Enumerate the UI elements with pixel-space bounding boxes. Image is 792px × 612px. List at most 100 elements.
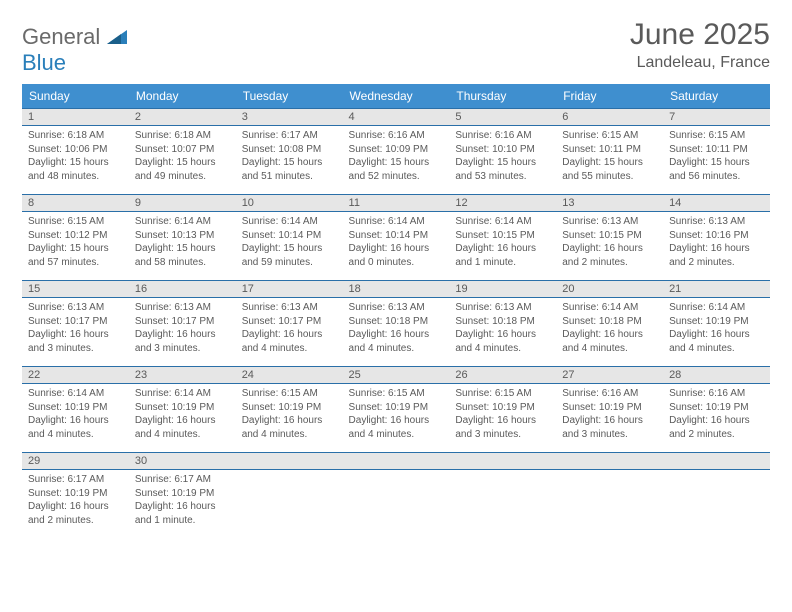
- daylight-label: Daylight:: [28, 329, 70, 340]
- sunset-label: Sunset:: [455, 144, 492, 155]
- sunset-label: Sunset:: [455, 316, 492, 327]
- sunrise-value: 6:15 AM: [67, 216, 104, 227]
- day-body: Sunrise: 6:13 AMSunset: 10:15 PMDaylight…: [556, 212, 663, 272]
- day-body: Sunrise: 6:17 AMSunset: 10:08 PMDaylight…: [236, 126, 343, 186]
- sunrise-value: 6:15 AM: [602, 130, 639, 141]
- daylight-label: Daylight:: [242, 329, 284, 340]
- day-number: 6: [562, 111, 568, 123]
- sunset-value: 10:19 PM: [492, 402, 535, 413]
- sunset-value: 10:17 PM: [65, 316, 108, 327]
- day-body: Sunrise: 6:14 AMSunset: 10:13 PMDaylight…: [129, 212, 236, 272]
- day-number-bar: 22: [22, 366, 129, 384]
- sunset-value: 10:07 PM: [172, 144, 215, 155]
- sunrise-label: Sunrise:: [669, 388, 708, 399]
- day-body: Sunrise: 6:15 AMSunset: 10:19 PMDaylight…: [343, 384, 450, 444]
- day-number-bar: 6: [556, 108, 663, 126]
- calendar-cell: 29Sunrise: 6:17 AMSunset: 10:19 PMDaylig…: [22, 452, 129, 538]
- calendar-cell: 20Sunrise: 6:14 AMSunset: 10:18 PMDaylig…: [556, 280, 663, 366]
- daylight-label: Daylight:: [135, 329, 177, 340]
- sunrise-label: Sunrise:: [28, 216, 67, 227]
- sunset-label: Sunset:: [562, 316, 599, 327]
- sunrise-value: 6:15 AM: [709, 130, 746, 141]
- day-number: 5: [455, 111, 461, 123]
- calendar-table: Sunday Monday Tuesday Wednesday Thursday…: [22, 84, 770, 538]
- sunset-label: Sunset:: [242, 230, 279, 241]
- sunrise-label: Sunrise:: [28, 388, 67, 399]
- day-body: Sunrise: 6:14 AMSunset: 10:14 PMDaylight…: [236, 212, 343, 272]
- sunrise-value: 6:16 AM: [495, 130, 532, 141]
- sunrise-label: Sunrise:: [28, 302, 67, 313]
- day-number: 7: [669, 111, 675, 123]
- sunset-value: 10:19 PM: [65, 402, 108, 413]
- sunset-value: 10:19 PM: [172, 402, 215, 413]
- sunset-label: Sunset:: [455, 230, 492, 241]
- sunset-value: 10:14 PM: [385, 230, 428, 241]
- sunrise-label: Sunrise:: [28, 130, 67, 141]
- daylight-label: Daylight:: [455, 157, 497, 168]
- daylight-label: Daylight:: [135, 157, 177, 168]
- day-body: [236, 470, 343, 526]
- weekday-monday: Monday: [129, 84, 236, 108]
- daylight-label: Daylight:: [562, 243, 604, 254]
- sunset-label: Sunset:: [135, 144, 172, 155]
- sunset-label: Sunset:: [349, 402, 386, 413]
- sunrise-label: Sunrise:: [242, 130, 281, 141]
- calendar-week-row: 22Sunrise: 6:14 AMSunset: 10:19 PMDaylig…: [22, 366, 770, 452]
- day-body: [556, 470, 663, 526]
- calendar-cell: 13Sunrise: 6:13 AMSunset: 10:15 PMDaylig…: [556, 194, 663, 280]
- day-number: 12: [455, 197, 467, 209]
- sunrise-label: Sunrise:: [669, 302, 708, 313]
- day-number: 20: [562, 283, 574, 295]
- day-number-bar: [556, 452, 663, 470]
- day-number-bar: 24: [236, 366, 343, 384]
- logo-word-general: General: [22, 24, 100, 49]
- day-number: 22: [28, 369, 40, 381]
- sunrise-value: 6:13 AM: [602, 216, 639, 227]
- weekday-wednesday: Wednesday: [343, 84, 450, 108]
- sunrise-label: Sunrise:: [455, 302, 494, 313]
- sunset-value: 10:10 PM: [492, 144, 535, 155]
- sunset-label: Sunset:: [242, 402, 279, 413]
- day-number-bar: 8: [22, 194, 129, 212]
- sunrise-value: 6:15 AM: [495, 388, 532, 399]
- weekday-friday: Friday: [556, 84, 663, 108]
- calendar-cell: 27Sunrise: 6:16 AMSunset: 10:19 PMDaylig…: [556, 366, 663, 452]
- sunset-value: 10:18 PM: [385, 316, 428, 327]
- sunrise-value: 6:13 AM: [709, 216, 746, 227]
- sunset-label: Sunset:: [28, 144, 65, 155]
- sunset-value: 10:17 PM: [278, 316, 321, 327]
- calendar-cell: [236, 452, 343, 538]
- sunrise-label: Sunrise:: [135, 474, 174, 485]
- title-block: June 2025 Landeleau, France: [630, 18, 770, 72]
- day-number-bar: 7: [663, 108, 770, 126]
- day-body: Sunrise: 6:14 AMSunset: 10:14 PMDaylight…: [343, 212, 450, 272]
- daylight-label: Daylight:: [669, 243, 711, 254]
- day-number-bar: 11: [343, 194, 450, 212]
- sunrise-label: Sunrise:: [669, 130, 708, 141]
- day-body: Sunrise: 6:13 AMSunset: 10:17 PMDaylight…: [236, 298, 343, 358]
- day-number-bar: 10: [236, 194, 343, 212]
- day-number: 4: [349, 111, 355, 123]
- day-number-bar: 27: [556, 366, 663, 384]
- sunrise-value: 6:17 AM: [281, 130, 318, 141]
- calendar-cell: 7Sunrise: 6:15 AMSunset: 10:11 PMDayligh…: [663, 108, 770, 194]
- day-body: Sunrise: 6:13 AMSunset: 10:18 PMDaylight…: [449, 298, 556, 358]
- daylight-label: Daylight:: [242, 415, 284, 426]
- calendar-cell: 24Sunrise: 6:15 AMSunset: 10:19 PMDaylig…: [236, 366, 343, 452]
- sunset-label: Sunset:: [349, 316, 386, 327]
- sunset-label: Sunset:: [349, 144, 386, 155]
- calendar-cell: [556, 452, 663, 538]
- day-body: Sunrise: 6:16 AMSunset: 10:09 PMDaylight…: [343, 126, 450, 186]
- day-number: 10: [242, 197, 254, 209]
- sunset-value: 10:08 PM: [278, 144, 321, 155]
- day-body: Sunrise: 6:17 AMSunset: 10:19 PMDaylight…: [22, 470, 129, 530]
- day-body: Sunrise: 6:14 AMSunset: 10:15 PMDaylight…: [449, 212, 556, 272]
- day-number-bar: 13: [556, 194, 663, 212]
- day-number-bar: 21: [663, 280, 770, 298]
- day-number: 16: [135, 283, 147, 295]
- day-number-bar: 19: [449, 280, 556, 298]
- calendar-cell: 16Sunrise: 6:13 AMSunset: 10:17 PMDaylig…: [129, 280, 236, 366]
- sunset-label: Sunset:: [455, 402, 492, 413]
- weekday-thursday: Thursday: [449, 84, 556, 108]
- sunrise-label: Sunrise:: [349, 130, 388, 141]
